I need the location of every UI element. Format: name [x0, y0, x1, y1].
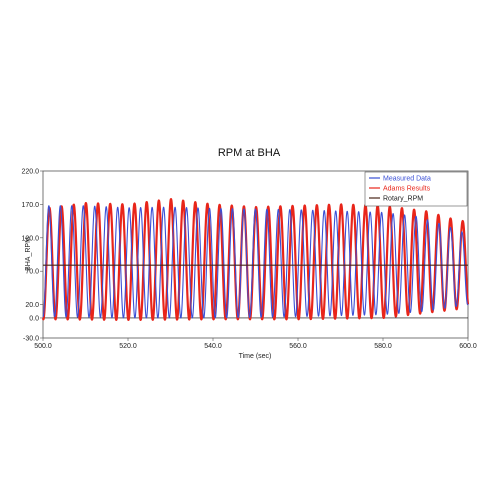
x-tick-label: 600.0 [459, 343, 477, 350]
x-axis: 500.0 520.0 540.0 560.0 580.0 600.0 [34, 338, 477, 350]
y-axis: -30.0 0.0 20.0 70.0 120.0 170.0 220.0 [21, 169, 468, 343]
y-tick-label: 170.0 [21, 202, 39, 209]
y-tick-label: 120.0 [21, 235, 39, 242]
legend-label-measured: Measured Data [383, 176, 431, 183]
y-tick-label: 0.0 [29, 315, 39, 322]
legend: Measured Data Adams Results Rotary_RPM [364, 171, 468, 207]
y-axis-label: BHA_RPM [25, 237, 32, 271]
x-axis-label: Time (sec) [239, 353, 272, 360]
y-tick-label: -30.0 [23, 336, 39, 343]
x-tick-label: 500.0 [34, 343, 52, 350]
legend-box [364, 171, 468, 207]
series-line-measured-data [42, 205, 469, 319]
x-tick-label: 560.0 [289, 343, 307, 350]
y-tick-label: 20.0 [25, 302, 39, 309]
chart-title: RPM at BHA [218, 147, 281, 159]
y-tick-label: 70.0 [25, 269, 39, 276]
series-layer [41, 198, 470, 321]
x-tick-label: 580.0 [374, 343, 392, 350]
x-tick-label: 540.0 [204, 343, 222, 350]
y-tick-label: 220.0 [21, 169, 39, 176]
legend-label-rotary: Rotary_RPM [383, 196, 423, 203]
x-tick-label: 520.0 [119, 343, 137, 350]
legend-label-adams: Adams Results [383, 186, 431, 193]
